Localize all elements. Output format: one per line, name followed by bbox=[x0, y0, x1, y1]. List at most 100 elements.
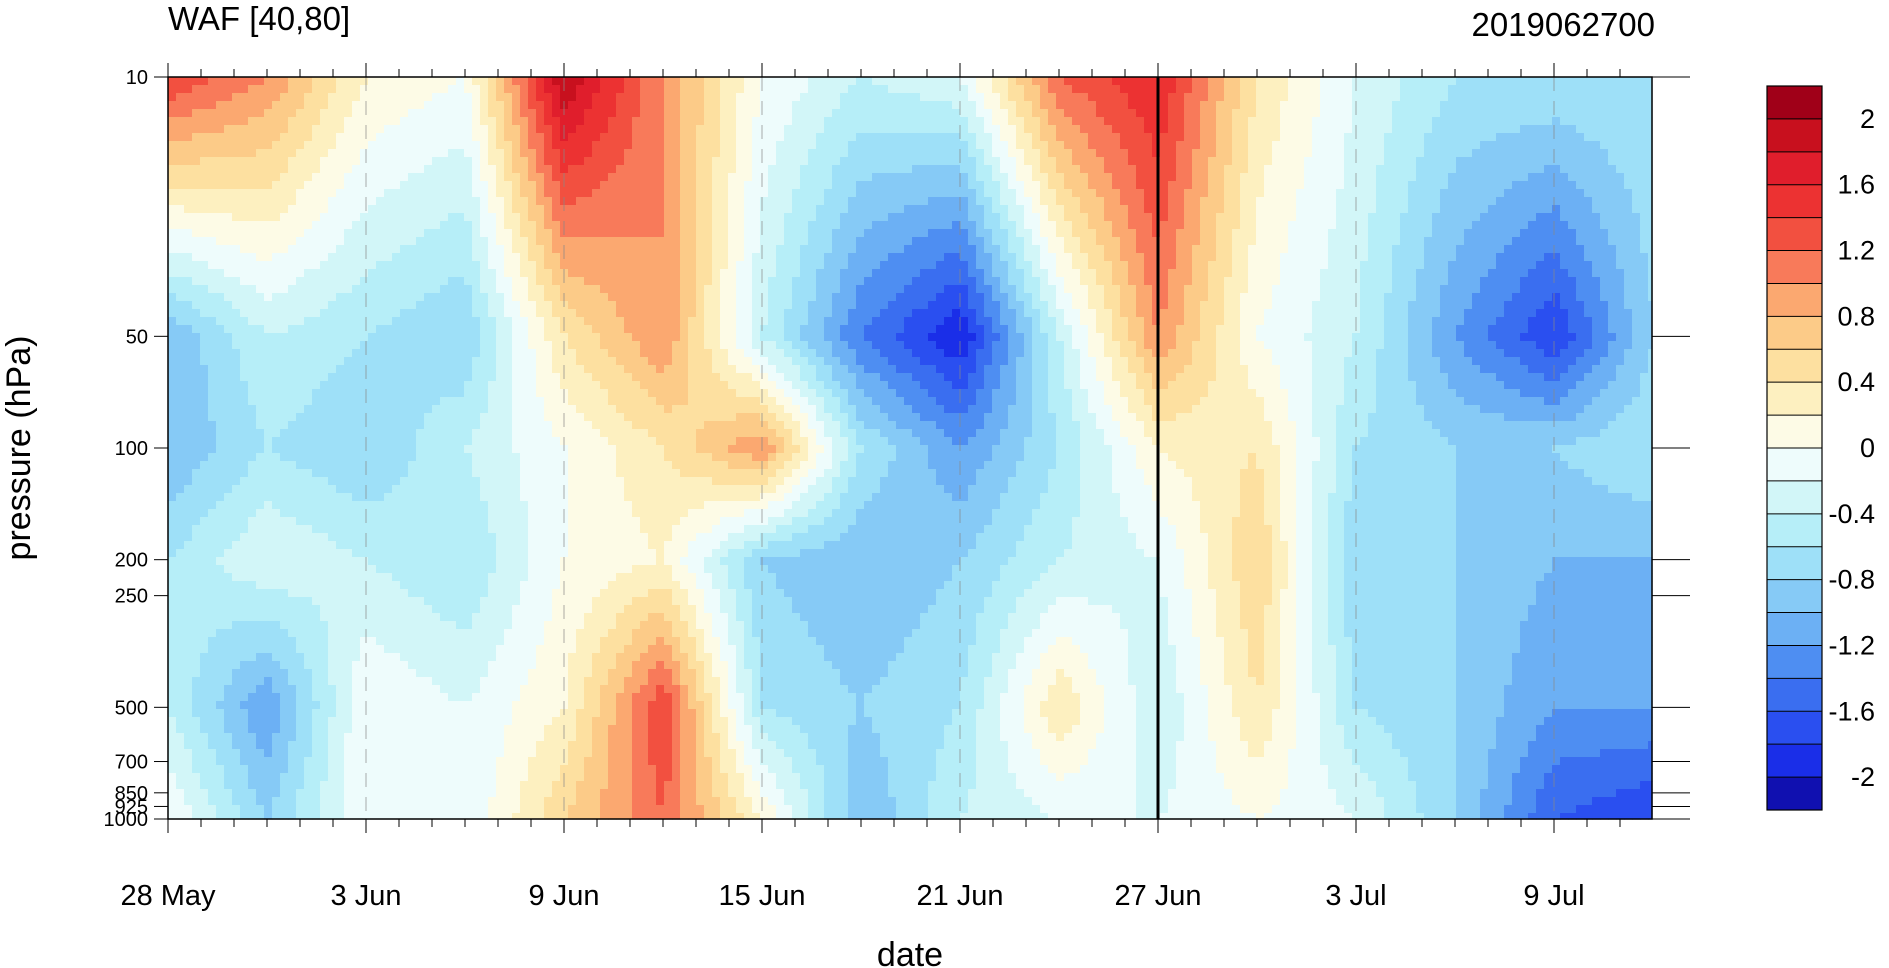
contour-cell bbox=[480, 261, 489, 270]
contour-cell bbox=[1080, 205, 1089, 214]
contour-cell bbox=[1016, 101, 1025, 110]
contour-cell bbox=[448, 189, 457, 198]
contour-cell bbox=[1576, 221, 1585, 230]
contour-cell bbox=[328, 141, 337, 150]
contour-cell bbox=[856, 149, 865, 158]
contour-cell bbox=[1520, 205, 1529, 214]
contour-cell bbox=[968, 101, 977, 110]
contour-cell bbox=[1160, 237, 1169, 246]
contour-cell bbox=[232, 109, 241, 118]
contour-cell bbox=[376, 245, 385, 254]
contour-cell bbox=[1264, 253, 1273, 262]
contour-cell bbox=[344, 229, 353, 238]
contour-cell bbox=[400, 229, 409, 238]
contour-cell bbox=[816, 149, 825, 158]
contour-cell bbox=[792, 253, 801, 262]
contour-cell bbox=[272, 157, 281, 166]
contour-cell bbox=[1640, 189, 1649, 198]
contour-cell bbox=[1360, 101, 1369, 110]
contour-cell bbox=[912, 125, 921, 134]
contour-cell bbox=[1288, 261, 1297, 270]
contour-cell bbox=[1504, 229, 1513, 238]
contour-cell bbox=[1136, 205, 1145, 214]
contour-cell bbox=[720, 197, 729, 206]
contour-cell bbox=[1504, 189, 1513, 198]
contour-cell bbox=[1648, 157, 1653, 166]
contour-cell bbox=[1016, 173, 1025, 182]
contour-cell bbox=[528, 285, 537, 294]
contour-cell bbox=[1360, 189, 1369, 198]
contour-cell bbox=[344, 285, 353, 294]
contour-cell bbox=[1088, 269, 1097, 278]
contour-cell bbox=[1336, 221, 1345, 230]
contour-cell bbox=[1408, 93, 1417, 102]
contour-cell bbox=[1216, 173, 1225, 182]
contour-cell bbox=[352, 77, 361, 86]
contour-cell bbox=[1192, 229, 1201, 238]
contour-cell bbox=[1592, 77, 1601, 86]
contour-cell bbox=[1256, 229, 1265, 238]
contour-cell bbox=[1584, 237, 1593, 246]
contour-cell bbox=[432, 133, 441, 142]
contour-cell bbox=[1288, 197, 1297, 206]
contour-cell bbox=[440, 189, 449, 198]
contour-cell bbox=[1024, 109, 1033, 118]
contour-cell bbox=[1584, 205, 1593, 214]
contour-cell bbox=[528, 141, 537, 150]
contour-cell bbox=[1384, 117, 1393, 126]
contour-cell bbox=[1536, 229, 1545, 238]
contour-cell bbox=[664, 221, 673, 230]
contour-cell bbox=[376, 237, 385, 246]
contour-cell bbox=[408, 165, 417, 174]
contour-cell bbox=[880, 269, 889, 278]
contour-cell bbox=[1648, 117, 1653, 126]
contour-cell bbox=[400, 277, 409, 286]
contour-cell bbox=[1640, 237, 1649, 246]
contour-cell bbox=[272, 189, 281, 198]
contour-cell bbox=[200, 205, 209, 214]
contour-cell bbox=[576, 133, 585, 142]
contour-cell bbox=[1224, 109, 1233, 118]
contour-cell bbox=[592, 165, 601, 174]
contour-cell bbox=[576, 269, 585, 278]
contour-cell bbox=[728, 141, 737, 150]
contour-cell bbox=[1408, 141, 1417, 150]
contour-cell bbox=[1528, 101, 1537, 110]
contour-cell bbox=[336, 165, 345, 174]
contour-cell bbox=[1328, 85, 1337, 94]
contour-cell bbox=[240, 205, 249, 214]
contour-cell bbox=[832, 149, 841, 158]
contour-cell bbox=[1104, 221, 1113, 230]
contour-cell bbox=[472, 109, 481, 118]
contour-cell bbox=[568, 141, 577, 150]
contour-cell bbox=[736, 149, 745, 158]
contour-cell bbox=[640, 85, 649, 94]
contour-cell bbox=[1448, 85, 1457, 94]
contour-cell bbox=[592, 229, 601, 238]
contour-cell bbox=[824, 101, 833, 110]
contour-cell bbox=[1528, 269, 1537, 278]
contour-cell bbox=[696, 261, 705, 270]
contour-cell bbox=[808, 213, 817, 222]
contour-cell bbox=[848, 101, 857, 110]
contour-cell bbox=[344, 269, 353, 278]
contour-cell bbox=[656, 229, 665, 238]
contour-cell bbox=[848, 261, 857, 270]
contour-cell bbox=[416, 141, 425, 150]
contour-cell bbox=[1288, 189, 1297, 198]
contour-cell bbox=[1224, 229, 1233, 238]
contour-cell bbox=[800, 141, 809, 150]
contour-cell bbox=[1400, 269, 1409, 278]
contour-cell bbox=[1176, 141, 1185, 150]
contour-cell bbox=[968, 165, 977, 174]
contour-cell bbox=[1320, 101, 1329, 110]
contour-cell bbox=[344, 181, 353, 190]
contour-cell bbox=[1472, 165, 1481, 174]
contour-cell bbox=[1496, 109, 1505, 118]
contour-cell bbox=[256, 197, 265, 206]
contour-cell bbox=[240, 245, 249, 254]
contour-cell bbox=[1112, 213, 1121, 222]
contour-cell bbox=[1256, 221, 1265, 230]
contour-cell bbox=[272, 149, 281, 158]
contour-cell bbox=[464, 117, 473, 126]
